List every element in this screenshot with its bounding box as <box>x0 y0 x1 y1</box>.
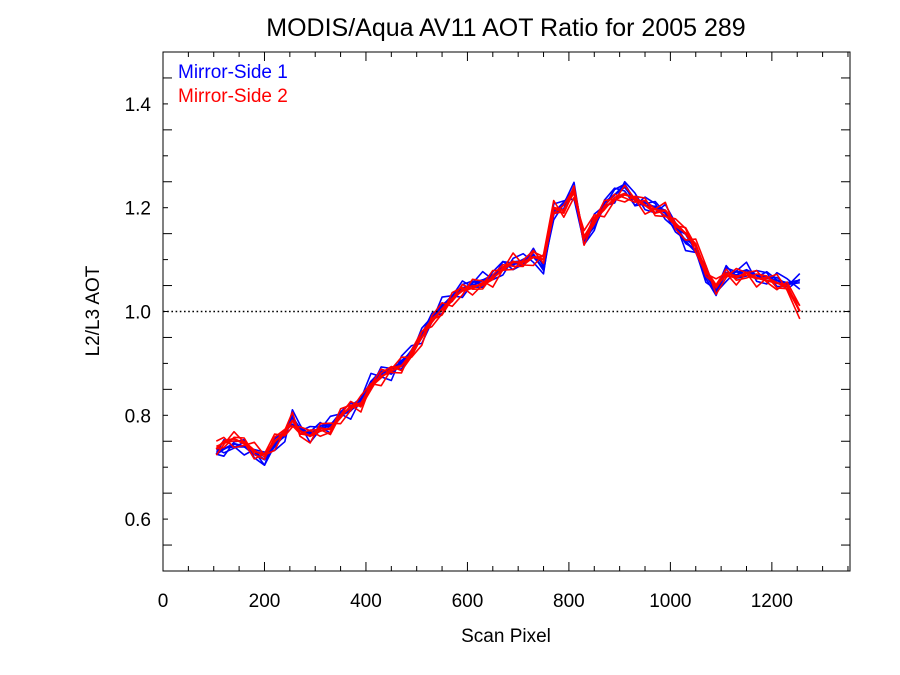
series-1 <box>215 180 801 467</box>
series-line-overplot <box>215 183 801 467</box>
y-tick-label: 1.4 <box>125 95 152 116</box>
x-tick-label: 200 <box>249 591 281 612</box>
x-tick-label: 400 <box>350 591 382 612</box>
y-tick-label: 1.0 <box>125 303 151 324</box>
y-tick-label: 1.2 <box>125 199 151 220</box>
series-line-overplot <box>216 185 801 461</box>
legend-entry: Mirror-Side 2 <box>178 86 288 107</box>
series-2 <box>215 184 801 461</box>
y-axis-label: L2/L3 AOT <box>83 265 104 356</box>
series-line <box>215 185 801 461</box>
x-tick-label: 1200 <box>751 591 793 612</box>
y-tick-label: 0.6 <box>125 510 151 531</box>
x-tick-label: 1000 <box>649 591 691 612</box>
x-axis-label: Scan Pixel <box>461 626 551 647</box>
series-line <box>215 191 801 456</box>
plot-lines <box>215 180 801 467</box>
x-tick-label: 800 <box>553 591 585 612</box>
legend-entry: Mirror-Side 1 <box>178 62 288 83</box>
y-tick-label: 0.8 <box>125 406 151 427</box>
series-line-overplot <box>216 181 801 467</box>
series-line-overplot <box>215 187 801 460</box>
x-tick-label: 600 <box>452 591 484 612</box>
series-line-overplot <box>215 183 800 461</box>
series-line-overplot <box>215 180 801 456</box>
chart-title: MODIS/Aqua AV11 AOT Ratio for 2005 289 <box>266 14 745 42</box>
axes: 0 200 400 600 800 1000 1200 0.6 0.8 1.0 1.2 1.4 <box>125 51 850 612</box>
x-tick-label: 0 <box>158 591 169 612</box>
legend: Mirror-Side 1 Mirror-Side 2 <box>178 62 288 107</box>
series-line-overplot <box>215 190 801 458</box>
series-line-overplot <box>215 184 801 456</box>
